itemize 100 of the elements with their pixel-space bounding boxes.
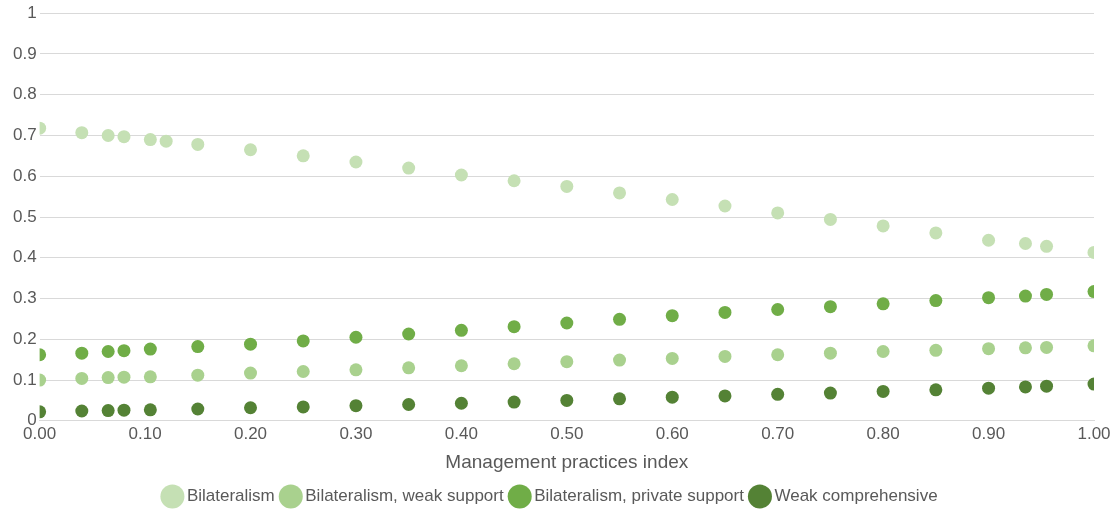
point <box>718 349 732 363</box>
point <box>191 137 205 151</box>
point <box>507 357 521 371</box>
point <box>75 371 89 385</box>
point <box>929 294 943 308</box>
point <box>402 327 416 341</box>
point <box>349 399 363 413</box>
point <box>101 345 115 359</box>
point <box>876 345 890 359</box>
point <box>1018 236 1032 250</box>
point <box>982 342 996 356</box>
point <box>665 390 679 404</box>
point <box>665 309 679 323</box>
point <box>613 392 627 406</box>
point <box>454 396 468 410</box>
x-tick-label: 0.30 <box>339 423 373 443</box>
point <box>771 348 785 362</box>
point <box>191 340 205 354</box>
point <box>143 133 157 147</box>
point <box>929 226 943 240</box>
point <box>665 351 679 365</box>
point <box>507 174 521 188</box>
point <box>117 344 131 358</box>
point <box>929 383 943 397</box>
point <box>75 404 89 418</box>
point <box>1040 340 1054 354</box>
point <box>349 330 363 344</box>
point <box>296 149 310 163</box>
y-tick-label: 0.5 <box>12 206 37 226</box>
y-tick-label: 0.3 <box>12 288 37 308</box>
point <box>117 130 131 144</box>
point <box>718 199 732 213</box>
point <box>613 353 627 367</box>
point <box>101 128 115 142</box>
point <box>823 386 837 400</box>
point <box>244 143 258 157</box>
x-tick-label: 0.50 <box>550 423 584 443</box>
legend-label: Bilateralism, private support <box>534 486 745 506</box>
point <box>771 303 785 317</box>
x-tick-label: 1.00 <box>1077 423 1111 443</box>
point <box>560 393 574 407</box>
point <box>101 404 115 418</box>
point <box>771 206 785 220</box>
y-tick-label: 0.8 <box>12 84 37 104</box>
point <box>507 320 521 334</box>
point <box>244 401 258 415</box>
point <box>507 395 521 409</box>
point <box>771 387 785 401</box>
point <box>1040 379 1054 393</box>
point <box>718 305 732 319</box>
point <box>296 400 310 414</box>
x-tick-label: 0.10 <box>128 423 162 443</box>
point <box>349 155 363 169</box>
point <box>349 363 363 377</box>
point <box>823 300 837 314</box>
point <box>1018 380 1032 394</box>
y-tick-label: 0.6 <box>12 165 37 185</box>
point <box>191 402 205 416</box>
point <box>143 370 157 384</box>
point <box>613 312 627 326</box>
point <box>244 337 258 351</box>
point <box>982 233 996 247</box>
y-tick-label: 0.9 <box>12 43 37 63</box>
point <box>143 403 157 417</box>
y-tick-label: 0.4 <box>12 247 37 267</box>
point <box>929 343 943 357</box>
point <box>876 219 890 233</box>
point <box>101 371 115 385</box>
point <box>560 179 574 193</box>
point <box>1018 289 1032 303</box>
point <box>560 355 574 369</box>
legend-label: Bilateralism, weak support <box>305 486 504 506</box>
point <box>823 346 837 360</box>
point <box>191 368 205 382</box>
y-tick-label: 1 <box>27 2 37 22</box>
y-tick-label: 0.1 <box>12 369 37 389</box>
point <box>117 370 131 384</box>
x-axis-title: Management practices index <box>445 450 689 472</box>
x-tick-label: 0.40 <box>444 423 478 443</box>
legend-label: Bilateralism <box>186 486 275 506</box>
point <box>1040 239 1054 253</box>
point <box>75 126 89 140</box>
point <box>159 134 173 148</box>
point <box>876 384 890 398</box>
point <box>402 161 416 175</box>
point <box>982 381 996 395</box>
point <box>402 361 416 375</box>
point <box>296 334 310 348</box>
legend-label: Weak comprehensive <box>774 486 938 506</box>
x-tick-label: 0.70 <box>761 423 795 443</box>
point <box>1018 341 1032 355</box>
point <box>454 323 468 337</box>
point <box>665 192 679 206</box>
point <box>143 342 157 356</box>
point <box>117 403 131 417</box>
point <box>454 359 468 373</box>
point <box>982 291 996 305</box>
point <box>613 186 627 200</box>
y-tick-label: 0.2 <box>12 328 37 348</box>
x-tick-label: 0.20 <box>233 423 268 443</box>
